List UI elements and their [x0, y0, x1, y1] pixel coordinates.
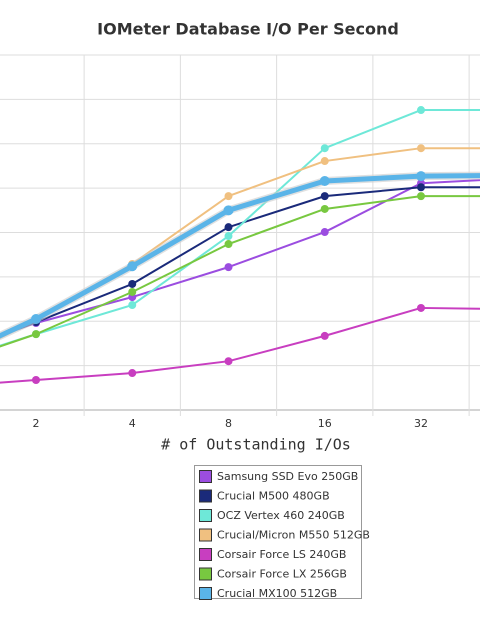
- legend-label: Corsair Force LS 240GB: [217, 548, 346, 561]
- series-line: [0, 147, 480, 339]
- x-tick-label: 2: [33, 417, 40, 430]
- data-point: [417, 303, 425, 312]
- series-line: [0, 306, 480, 384]
- data-point: [128, 287, 137, 296]
- data-point: [320, 331, 329, 340]
- data-point: [224, 263, 233, 272]
- data-point: [32, 376, 40, 385]
- legend-label: Crucial MX100 512GB: [217, 587, 337, 600]
- data-point: [127, 261, 138, 272]
- data-point: [320, 144, 329, 153]
- series-line-glow: [0, 171, 480, 341]
- data-point: [320, 157, 329, 166]
- x-tick-label: 16: [318, 417, 332, 430]
- legend-swatch: [199, 567, 212, 581]
- plot-area: 2 4 8 16 32: [0, 54, 480, 430]
- legend-swatch: [199, 509, 212, 522]
- legend-swatch: [199, 548, 212, 561]
- data-point: [319, 176, 330, 187]
- legend-swatch: [199, 587, 212, 600]
- legend-label: Corsair Force LX 256GB: [217, 568, 347, 581]
- data-point: [417, 106, 425, 115]
- data-point: [224, 357, 233, 366]
- legend-swatch: [199, 470, 212, 483]
- series-line: [0, 109, 480, 347]
- series-line: [0, 195, 480, 348]
- data-point: [31, 314, 41, 325]
- data-point: [224, 192, 233, 201]
- legend-swatch: [199, 528, 212, 542]
- x-tick-label: 8: [225, 417, 232, 430]
- legend-box: [194, 465, 362, 599]
- legend-swatch: [199, 489, 212, 503]
- data-point: [417, 192, 425, 201]
- data-point: [320, 228, 329, 237]
- x-tick-label: 32: [414, 417, 428, 430]
- data-point: [417, 183, 425, 192]
- data-point: [224, 223, 233, 232]
- data-point: [320, 192, 329, 201]
- data-point: [223, 205, 234, 216]
- data-point: [32, 330, 40, 339]
- data-point: [128, 369, 137, 378]
- data-point: [224, 240, 233, 249]
- data-point: [417, 144, 425, 153]
- data-point: [416, 171, 426, 182]
- legend-label: Crucial M500 480GB: [217, 490, 330, 503]
- data-point: [224, 232, 233, 241]
- legend-label: Samsung SSD Evo 250GB: [217, 470, 358, 483]
- chart-title: IOMeter Database I/O Per Second: [97, 20, 399, 39]
- legend-label: Crucial/Micron M550 512GB: [217, 529, 370, 542]
- data-point: [320, 204, 329, 213]
- legend-label: OCZ Vertex 460 240GB: [217, 509, 345, 522]
- series-line: [0, 186, 480, 338]
- x-axis-title: # of Outstanding I/Os: [161, 436, 351, 454]
- x-tick-label: 4: [129, 417, 136, 430]
- data-point: [128, 279, 137, 288]
- data-point: [128, 301, 137, 310]
